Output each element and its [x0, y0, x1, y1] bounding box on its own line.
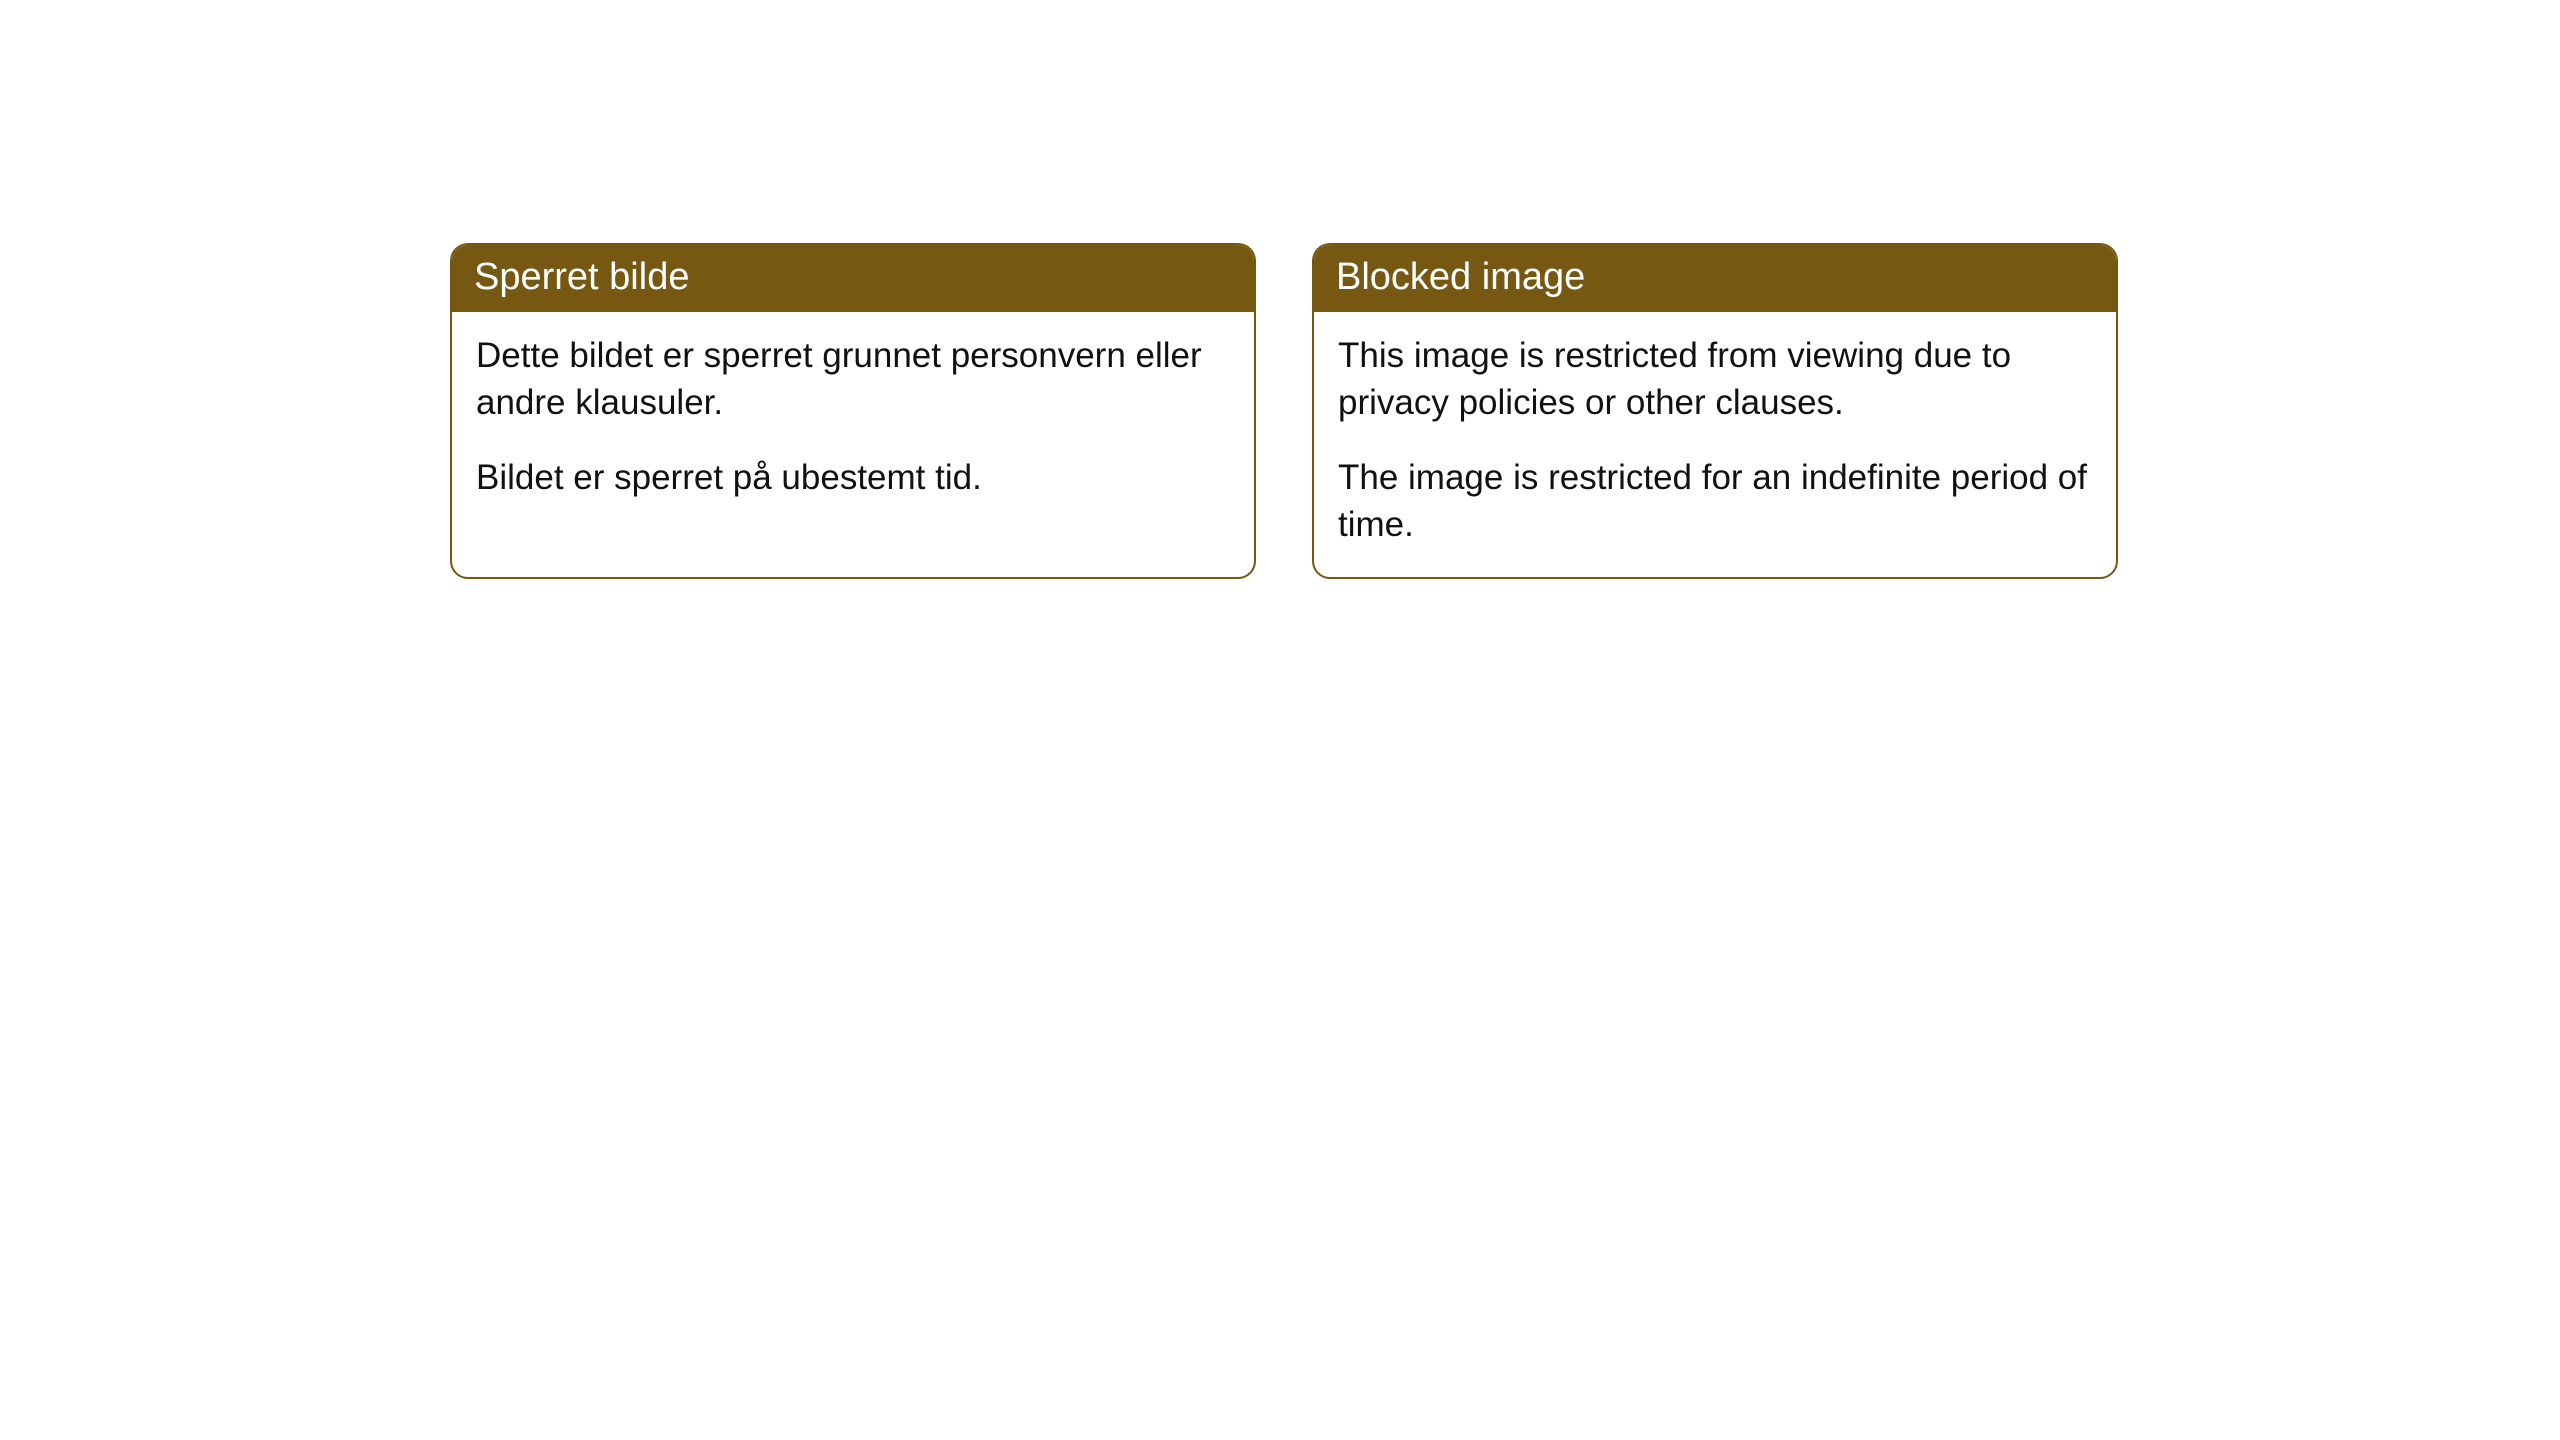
notice-text-english-line2: The image is restricted for an indefinit…	[1338, 454, 2092, 549]
notice-text-norwegian-line2: Bildet er sperret på ubestemt tid.	[476, 454, 1230, 501]
card-header-norwegian: Sperret bilde	[452, 245, 1254, 312]
blocked-image-card-english: Blocked image This image is restricted f…	[1312, 243, 2118, 579]
notice-cards-container: Sperret bilde Dette bildet er sperret gr…	[450, 243, 2118, 579]
blocked-image-card-norwegian: Sperret bilde Dette bildet er sperret gr…	[450, 243, 1256, 579]
notice-text-norwegian-line1: Dette bildet er sperret grunnet personve…	[476, 332, 1230, 427]
notice-text-english-line1: This image is restricted from viewing du…	[1338, 332, 2092, 427]
card-body-english: This image is restricted from viewing du…	[1314, 312, 2116, 577]
card-header-english: Blocked image	[1314, 245, 2116, 312]
card-body-norwegian: Dette bildet er sperret grunnet personve…	[452, 312, 1254, 530]
